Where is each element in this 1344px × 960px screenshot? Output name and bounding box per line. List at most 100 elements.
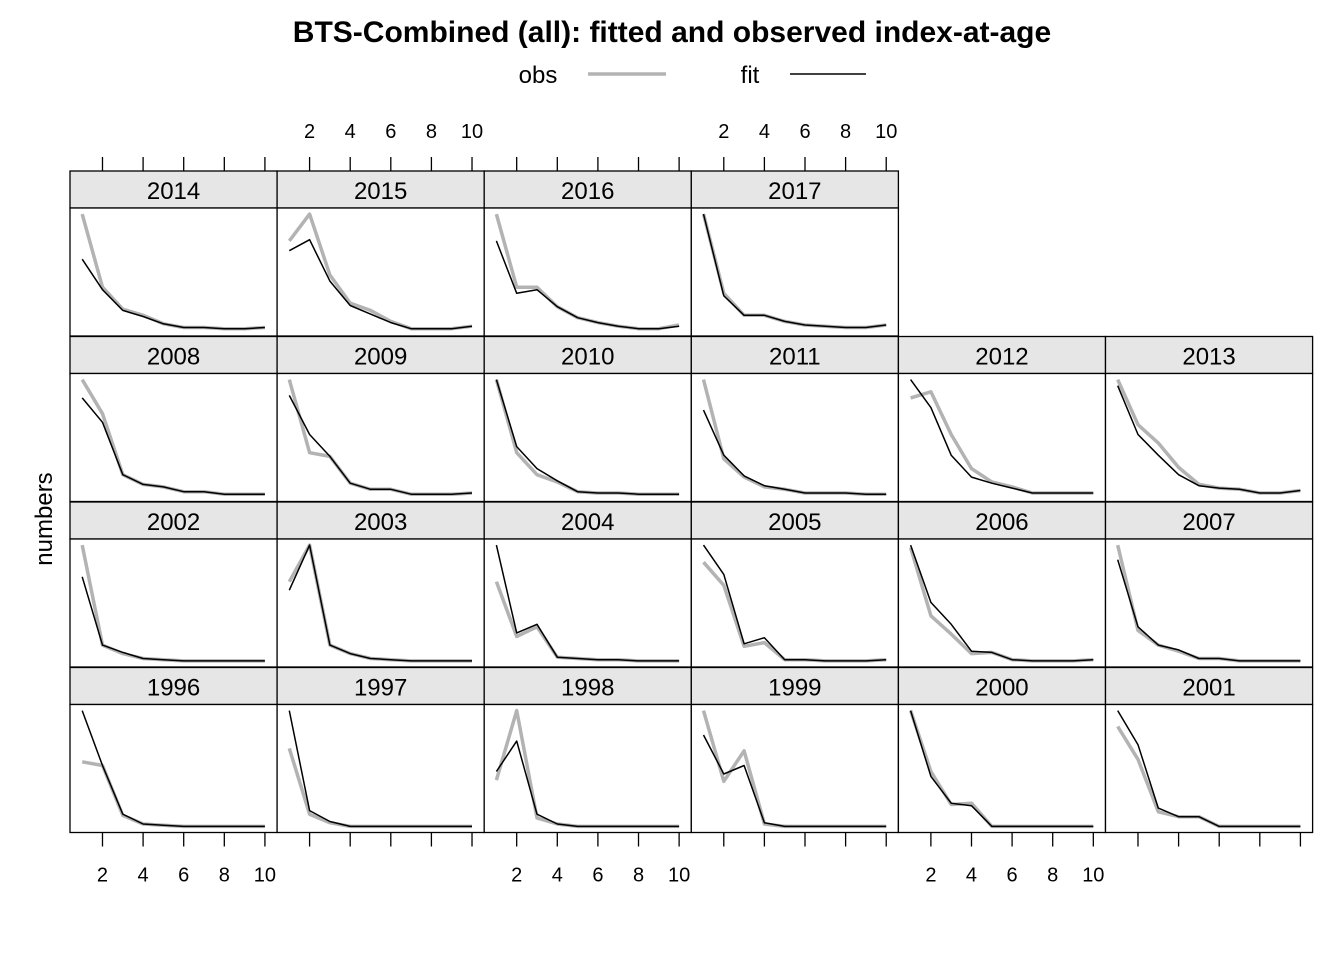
strip-label-2003: 2003: [354, 509, 407, 536]
strip-label-2009: 2009: [354, 344, 407, 371]
bottom-tick-label-2-10: 10: [668, 865, 690, 887]
plot-area-2005: [690, 538, 900, 668]
panel-2010: 2010: [483, 335, 692, 503]
strip-2012: [897, 335, 1107, 375]
legend-fit-label: fit: [741, 62, 760, 89]
strip-label-2010: 2010: [561, 344, 614, 371]
strip-label-2001: 2001: [1182, 675, 1235, 702]
strip-2007: [1104, 501, 1314, 540]
fit-line-2015: [288, 238, 473, 330]
y-axis-label: numbers: [31, 472, 58, 565]
fit-line-1999: [702, 734, 887, 828]
strip-2014: [69, 170, 278, 209]
fit-line-2008: [81, 397, 265, 495]
plot-area-2000: [897, 703, 1107, 834]
panel-1998: 1998: [483, 666, 692, 834]
plot-area-2016: [483, 207, 692, 337]
panel-2004: 2004: [483, 501, 692, 668]
top-tick-label-3-2: 2: [718, 121, 729, 143]
bottom-tick-label-0-10: 10: [254, 865, 276, 887]
fit-line-2017: [702, 213, 887, 329]
plot-area-1996: [69, 703, 278, 834]
strip-2008: [69, 335, 278, 375]
panel-1999: 1999: [690, 666, 900, 834]
top-tick-label-3-6: 6: [799, 121, 810, 143]
strip-2009: [276, 335, 485, 375]
plot-area-2004: [483, 538, 692, 668]
strip-1999: [690, 666, 900, 706]
plot-area-2011: [690, 372, 900, 503]
bottom-tick-label-0-6: 6: [178, 865, 189, 887]
plot-area-2008: [69, 372, 278, 503]
plot-area-2002: [69, 538, 278, 668]
plot-area-2017: [690, 207, 900, 337]
plot-area-2003: [276, 538, 485, 668]
strip-label-2008: 2008: [147, 344, 200, 371]
bottom-tick-label-4-8: 8: [1047, 865, 1058, 887]
panel-2013: 2013: [1104, 335, 1314, 503]
panel-1996: 1996: [69, 666, 278, 834]
plot-area-2007: [1104, 538, 1314, 668]
fit-line-2000: [909, 710, 1094, 828]
fit-line-2016: [495, 240, 680, 330]
strip-label-2006: 2006: [975, 509, 1028, 536]
fit-line-2012: [909, 379, 1094, 494]
strip-2011: [690, 335, 900, 375]
legend: obs fit: [519, 62, 866, 89]
panel-2009: 2009: [276, 335, 485, 503]
panel-2003: 2003: [276, 501, 485, 668]
strip-label-2002: 2002: [147, 509, 200, 536]
top-tick-label-1-4: 4: [345, 121, 356, 143]
fit-line-1996: [81, 710, 265, 828]
fit-line-2006: [909, 544, 1094, 662]
fit-line-1997: [288, 710, 472, 828]
fit-line-2010: [495, 379, 680, 495]
fit-line-2002: [81, 576, 265, 662]
bottom-tick-label-0-4: 4: [138, 865, 149, 887]
chart-title: BTS-Combined (all): fitted and observed …: [293, 16, 1051, 49]
bottom-tick-label-0-2: 2: [97, 865, 108, 887]
top-tick-label-1-10: 10: [461, 121, 483, 143]
fit-line-2001: [1117, 710, 1301, 828]
strip-2003: [276, 501, 485, 540]
plot-area-2013: [1104, 372, 1314, 503]
fit-line-2003: [288, 544, 472, 662]
bottom-tick-label-4-10: 10: [1082, 865, 1104, 887]
top-tick-label-1-8: 8: [426, 121, 437, 143]
fit-line-2014: [81, 258, 265, 330]
fit-line-2007: [1116, 559, 1301, 662]
panel-2015: 2015: [276, 170, 485, 337]
panel-2012: 2012: [897, 335, 1107, 503]
panel-2000: 2000: [897, 666, 1107, 834]
fit-line-2004: [495, 544, 680, 662]
fit-line-2011: [702, 409, 887, 495]
fit-line-2013: [1117, 385, 1301, 494]
plot-area-2010: [483, 372, 692, 503]
strip-label-2016: 2016: [561, 178, 614, 205]
strip-label-2017: 2017: [768, 178, 821, 205]
strip-label-1996: 1996: [147, 675, 200, 702]
strip-2013: [1104, 335, 1314, 375]
strip-2010: [483, 335, 692, 375]
panels: 2014 2015 2016 2017 2008 2009 2010 2011 2012 2013…: [69, 121, 1314, 887]
plot-area-2006: [897, 538, 1107, 668]
top-tick-label-3-10: 10: [875, 121, 897, 143]
fit-line-1998: [495, 740, 680, 828]
plot-area-2001: [1104, 703, 1314, 834]
strip-2016: [483, 170, 692, 209]
panel-1997: 1997: [276, 666, 485, 834]
panel-2016: 2016: [483, 170, 692, 337]
bottom-tick-label-2-4: 4: [552, 865, 563, 887]
fit-line-2005: [702, 544, 887, 662]
panel-2002: 2002: [69, 501, 278, 668]
strip-label-2015: 2015: [354, 178, 407, 205]
strip-2005: [690, 501, 900, 540]
panel-2007: 2007: [1104, 501, 1314, 668]
strip-label-2007: 2007: [1182, 509, 1235, 536]
top-tick-label-1-6: 6: [385, 121, 396, 143]
top-tick-label-3-4: 4: [759, 121, 770, 143]
strip-2002: [69, 501, 278, 540]
strip-label-1997: 1997: [354, 675, 407, 702]
panel-2005: 2005: [690, 501, 900, 668]
